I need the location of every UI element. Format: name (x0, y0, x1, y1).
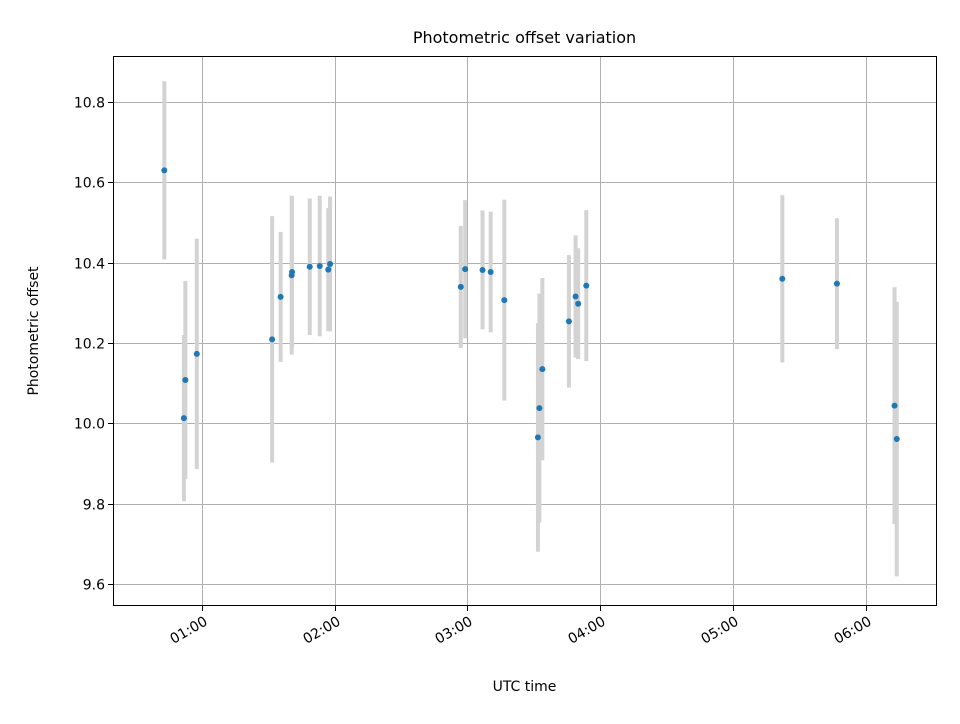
data-point (565, 318, 572, 325)
y-axis-ticks: 9.6 9.8 10.0 10.2 10.4 10.6 10.8 (74, 96, 113, 594)
data-point (534, 434, 541, 441)
y-tick-label: 10.0 (74, 417, 105, 433)
plot-frame (113, 56, 937, 606)
y-tick-label: 10.6 (74, 176, 105, 192)
y-tick-label: 9.6 (83, 578, 105, 594)
data-point (277, 293, 284, 300)
data-point (269, 336, 276, 343)
data-points (161, 167, 900, 442)
y-axis-label: Photometric offset (26, 266, 42, 396)
y-tick-label: 9.8 (83, 498, 105, 514)
data-point (572, 293, 579, 300)
data-point (193, 350, 200, 357)
data-point (893, 435, 900, 442)
data-point (536, 405, 543, 412)
data-point (325, 266, 332, 273)
data-point (327, 260, 334, 267)
data-point (161, 167, 168, 174)
data-point (316, 262, 323, 269)
data-point (289, 268, 296, 275)
data-point (462, 266, 469, 273)
data-point (457, 283, 464, 290)
y-tick-label: 10.8 (74, 96, 105, 112)
data-point (306, 263, 313, 270)
data-point (501, 297, 508, 304)
data-point (180, 415, 187, 422)
data-point (583, 282, 590, 289)
data-point (487, 268, 494, 275)
data-point (539, 366, 546, 373)
data-point (779, 275, 786, 282)
data-point (479, 266, 486, 273)
data-point (182, 376, 189, 383)
data-point (575, 300, 582, 307)
y-tick-label: 10.2 (74, 337, 105, 353)
chart-title: Photometric offset variation (413, 28, 636, 47)
data-point (891, 402, 898, 409)
x-axis-label: UTC time (493, 679, 557, 695)
data-point (833, 280, 840, 287)
y-tick-label: 10.4 (74, 257, 105, 273)
grid-lines (113, 56, 937, 606)
